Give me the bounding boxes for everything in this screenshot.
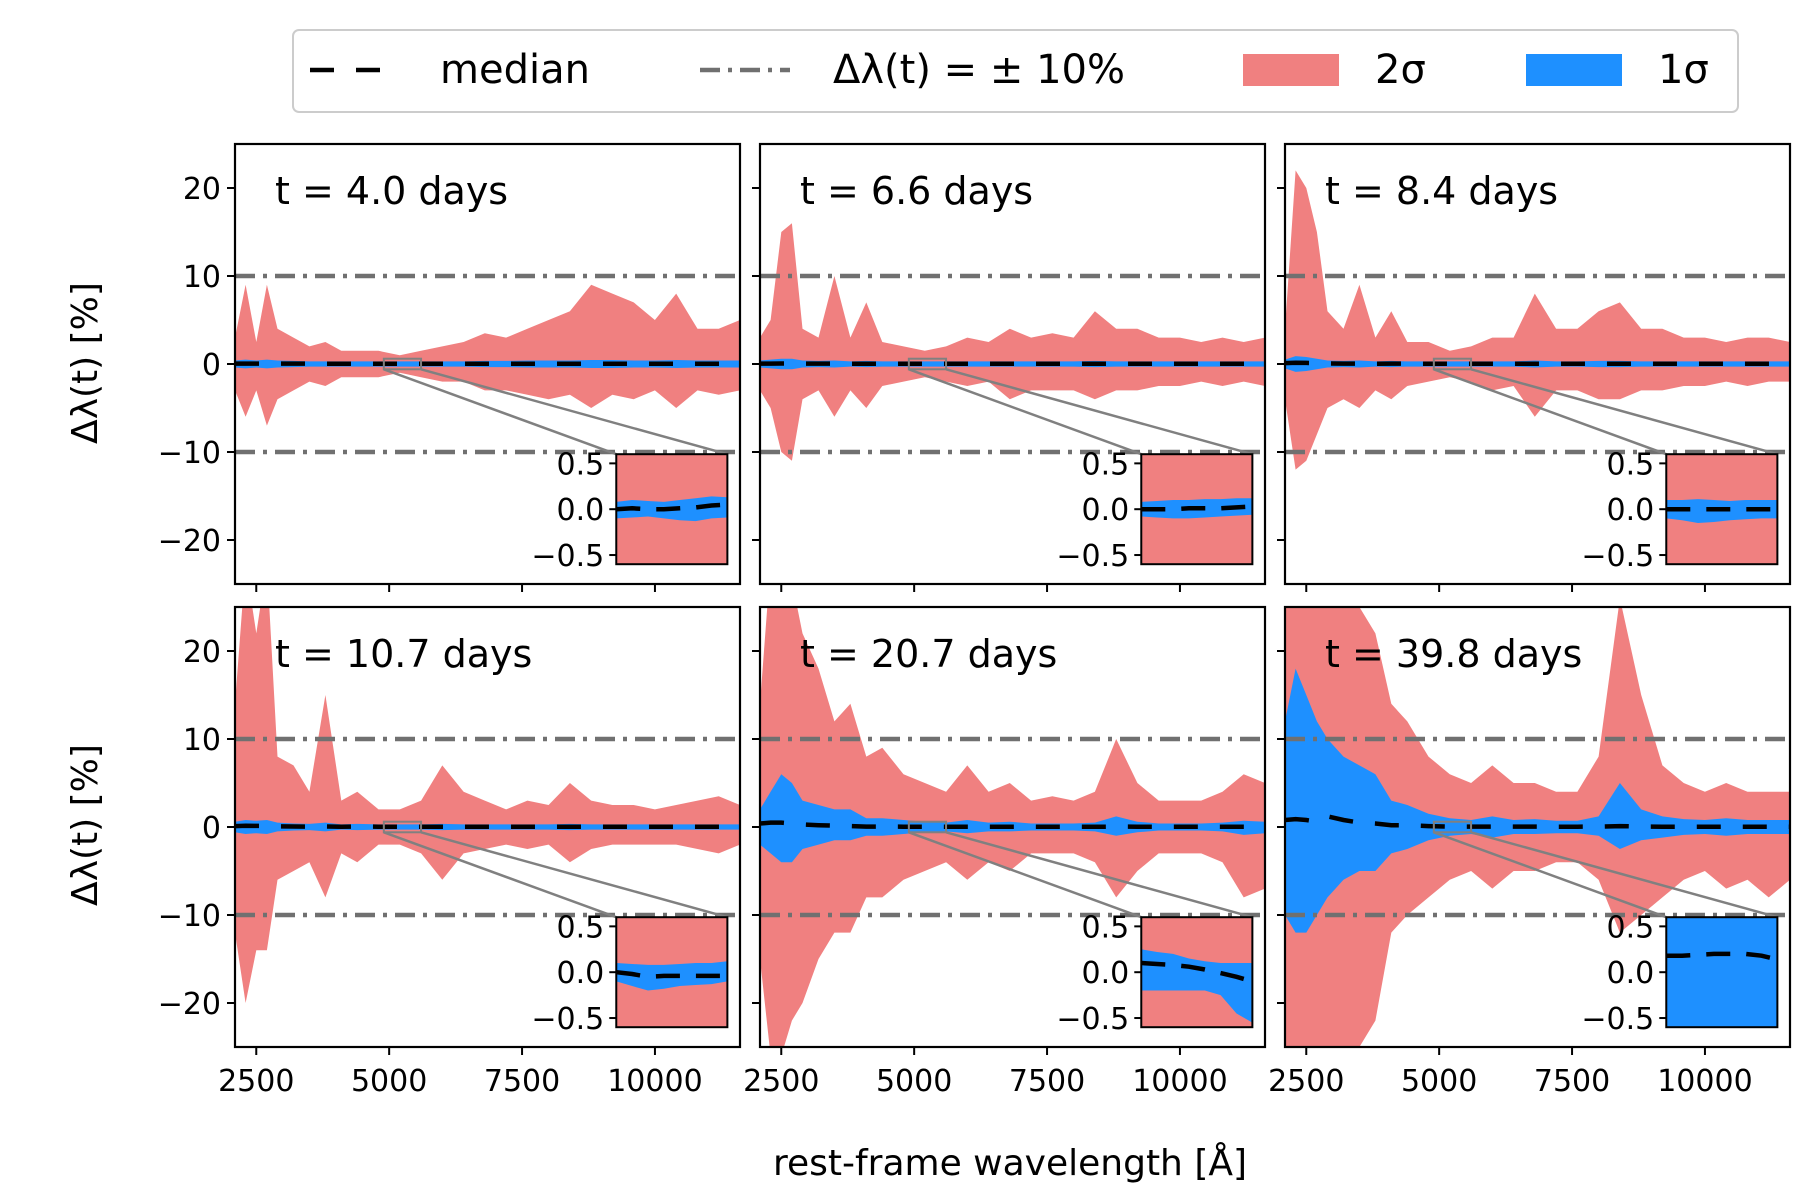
y-tick-label: 20 [183,172,221,207]
inset-1sigma-band [1666,917,1777,1027]
inset-plot-area [1141,454,1252,564]
x-tick-label: 10000 [1132,1064,1227,1099]
legend-median-label: median [440,47,590,93]
inset-y-tick-label: 0.0 [1607,493,1655,528]
panel-5: −0.5 0.0 0.5 2500 5000 7500 10000 t = 20.7 days [743,563,1265,1099]
panel-1: −0.5 0.0 0.5 −20 −10 0 10 20 t = 4.0 days [158,144,740,592]
panel-label: t = 20.7 days [800,632,1057,676]
inset-y-tick-label: 0.5 [1082,447,1130,482]
inset-y-tick-label: 0.5 [1607,910,1655,945]
y-tick-label: 10 [183,723,221,758]
inset-y-tick-label: 0.0 [1607,956,1655,991]
panel-plot-area [760,223,1265,461]
panel-4: −0.5 0.0 0.5 −20 −10 0 10 20 2500 5000 7500 10000 t … [158,563,740,1099]
y-tick-label: 20 [183,635,221,670]
legend-2sigma-label: 2σ [1375,47,1426,93]
panel-label: t = 10.7 days [275,632,532,676]
legend: median Δλ(t) = ± 10% 2σ 1σ [293,30,1738,112]
2sigma-band [1285,170,1790,469]
x-tick-label: 10000 [1657,1064,1752,1099]
y-axis-label-bottom: Δλ(t) [%] [65,744,106,906]
y-tick-label: −10 [158,436,221,471]
y-tick-label: 10 [183,260,221,295]
x-tick-label: 5000 [1401,1064,1477,1099]
y-axis-label-top: Δλ(t) [%] [65,282,106,444]
y-tick-label: −10 [158,899,221,934]
panels: −0.5 0.0 0.5 −20 −10 0 10 20 t = 4.0 days −0.5 0.0… [158,144,1790,1099]
inset-plot-area [616,917,727,1027]
x-tick-label: 7500 [484,1064,560,1099]
inset-y-tick-label: −0.5 [1581,1002,1654,1037]
legend-threshold-label: Δλ(t) = ± 10% [833,47,1125,93]
y-tick-label: 0 [202,811,221,846]
x-tick-label: 2500 [1268,1064,1344,1099]
x-tick-label: 2500 [743,1064,819,1099]
x-tick-label: 7500 [1009,1064,1085,1099]
inset-y-tick-label: 0.5 [1082,910,1130,945]
inset-y-tick-label: −0.5 [531,1002,604,1037]
panel-3: −0.5 0.0 0.5 t = 8.4 days [1277,144,1790,592]
inset-plot-area [616,454,727,564]
x-tick-label: 2500 [218,1064,294,1099]
inset-y-tick-label: −0.5 [1056,539,1129,574]
inset-y-tick-label: 0.0 [557,956,605,991]
inset-plot-area [1666,454,1777,564]
legend-1sigma-label: 1σ [1658,47,1709,93]
y-tick-label: −20 [158,987,221,1022]
panel-6: −0.5 0.0 0.5 2500 5000 7500 10000 t = 39.8 days [1268,563,1790,1099]
panel-plot-area [235,276,740,452]
x-tick-label: 5000 [351,1064,427,1099]
inset-y-tick-label: 0.0 [557,493,605,528]
panel-label: t = 39.8 days [1325,632,1582,676]
y-tick-label: 0 [202,348,221,383]
x-tick-label: 10000 [607,1064,702,1099]
inset-plot-area [1666,917,1777,1027]
panel-plot-area [1285,170,1790,469]
x-tick-label: 7500 [1534,1064,1610,1099]
inset-y-tick-label: 0.0 [1082,493,1130,528]
inset-y-tick-label: 0.5 [557,910,605,945]
x-axis-label: rest-frame wavelength [Å] [773,1141,1247,1184]
legend-1sigma-swatch [1526,54,1622,86]
inset-plot-area [1141,917,1252,1027]
legend-2sigma-swatch [1243,54,1339,86]
inset-y-tick-label: −0.5 [1056,1002,1129,1037]
inset-y-tick-label: −0.5 [531,539,604,574]
inset-y-tick-label: 0.5 [1607,447,1655,482]
x-tick-label: 5000 [876,1064,952,1099]
inset-y-tick-label: 0.0 [1082,956,1130,991]
y-tick-label: −20 [158,524,221,559]
panel-label: t = 8.4 days [1325,169,1558,213]
inset-y-tick-label: 0.5 [557,447,605,482]
inset-y-tick-label: −0.5 [1581,539,1654,574]
panel-label: t = 4.0 days [275,169,508,213]
panel-2: −0.5 0.0 0.5 t = 6.6 days [752,144,1265,592]
panel-label: t = 6.6 days [800,169,1033,213]
2sigma-band [760,223,1265,461]
2sigma-band [235,285,740,426]
